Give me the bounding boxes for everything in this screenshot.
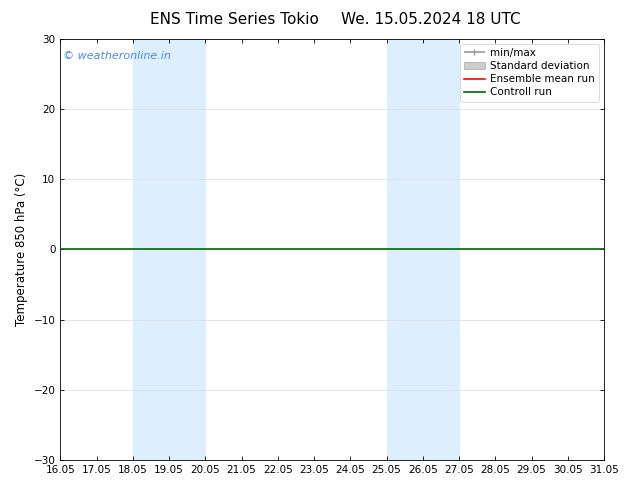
Y-axis label: Temperature 850 hPa (°C): Temperature 850 hPa (°C) — [15, 173, 28, 326]
Text: © weatheronline.in: © weatheronline.in — [63, 51, 171, 61]
Text: We. 15.05.2024 18 UTC: We. 15.05.2024 18 UTC — [341, 12, 521, 27]
Text: ENS Time Series Tokio: ENS Time Series Tokio — [150, 12, 319, 27]
Legend: min/max, Standard deviation, Ensemble mean run, Controll run: min/max, Standard deviation, Ensemble me… — [460, 44, 599, 101]
Bar — [387, 39, 459, 460]
Bar — [133, 39, 205, 460]
